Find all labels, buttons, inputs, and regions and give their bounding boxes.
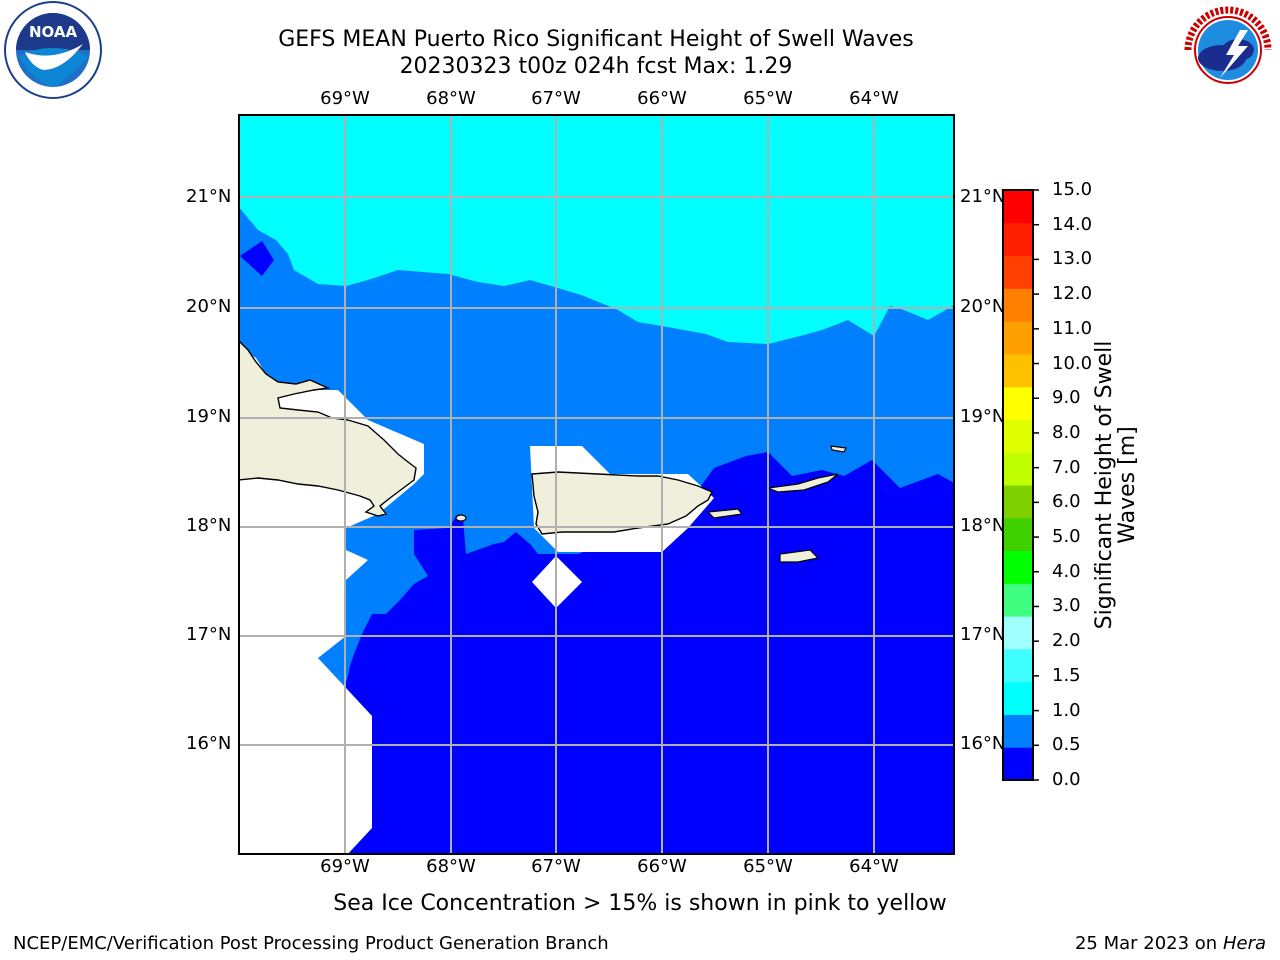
lon-label: 68°W <box>426 88 476 109</box>
colorbar-swatch <box>1003 517 1033 552</box>
host-name: Hera <box>1222 933 1266 954</box>
colorbar-swatch <box>1003 714 1033 748</box>
vieques-island <box>706 508 744 519</box>
lat-label: 18°N <box>186 515 232 536</box>
lat-label: 17°N <box>186 624 232 645</box>
mona-island <box>455 514 467 522</box>
map-title: GEFS MEAN Puerto Rico Significant Height… <box>278 27 914 52</box>
colorbar-swatch <box>1003 419 1033 453</box>
colorbar-tick-label: 6.0 <box>1052 491 1081 513</box>
colorbar-swatch <box>1003 255 1033 289</box>
colorbar-tick-label: 5.0 <box>1052 526 1081 548</box>
lon-label: 64°W <box>849 856 899 877</box>
colorbar-swatch <box>1003 288 1033 322</box>
colorbar-label: Significant Height of Swell Waves [m] <box>1091 340 1140 630</box>
colorbar-tick-label: 14.0 <box>1052 213 1093 235</box>
lat-label: 16°N <box>186 733 232 754</box>
graticule <box>239 115 954 854</box>
virgin-islands <box>765 473 839 493</box>
lon-label: 64°W <box>849 88 899 109</box>
colorbar-tick-label: 2.0 <box>1052 630 1081 652</box>
lat-label: 20°N <box>960 296 1006 317</box>
map-subtitle: 20230323 t00z 024h fcst Max: 1.29 <box>399 54 793 79</box>
lat-label: 20°N <box>186 296 232 317</box>
lon-label: 67°W <box>531 88 581 109</box>
lon-label: 69°W <box>320 88 370 109</box>
lat-label: 18°N <box>960 515 1006 536</box>
colorbar-tick-label: 7.0 <box>1052 456 1081 478</box>
colorbar-swatch <box>1003 386 1033 420</box>
colorbar-swatch <box>1003 681 1033 715</box>
colorbar-tick-label: 3.0 <box>1052 595 1081 617</box>
colorbar-swatch <box>1003 583 1033 617</box>
noaa-logo: NOAA <box>4 1 102 99</box>
map-frame <box>238 114 955 855</box>
sea-ice-footnote: Sea Ice Concentration > 15% is shown in … <box>333 891 947 916</box>
colorbar-tick-label: 8.0 <box>1052 421 1081 443</box>
colorbar-tick-label: 4.0 <box>1052 560 1081 582</box>
swell-0-0.5-cell <box>240 241 274 276</box>
st-croix-island <box>779 549 820 563</box>
colorbar-tick-label: 15.0 <box>1052 179 1093 200</box>
colorbar-tick-label: 0.0 <box>1052 769 1081 790</box>
lon-label: 68°W <box>426 856 476 877</box>
colorbar-tick-label: 1.5 <box>1052 664 1081 686</box>
colorbar-tick-label: 1.0 <box>1052 699 1081 721</box>
lat-label: 19°N <box>186 406 232 427</box>
date-text: 25 Mar 2023 on Hera <box>1075 933 1266 954</box>
lon-label: 66°W <box>637 856 687 877</box>
colorbar-swatch <box>1003 648 1033 683</box>
colorbar-swatch <box>1003 321 1033 355</box>
colorbar-tick-label: 10.0 <box>1052 352 1093 374</box>
lon-label: 66°W <box>637 88 687 109</box>
colorbar-tick-label: 13.0 <box>1052 248 1093 270</box>
lat-label: 19°N <box>960 406 1006 427</box>
noaa-logo-text: NOAA <box>29 23 78 41</box>
colorbar-frame <box>1002 189 1034 781</box>
colorbar-tick-label: 11.0 <box>1052 317 1093 339</box>
map-panel <box>238 114 955 855</box>
colorbar-swatch <box>1003 353 1033 388</box>
colorbar-tick-label: 0.5 <box>1052 734 1081 756</box>
colorbar <box>1002 189 1039 781</box>
lon-label: 67°W <box>531 856 581 877</box>
colorbar-swatch <box>1003 550 1033 584</box>
credit-text: NCEP/EMC/Verification Post Processing Pr… <box>13 933 609 954</box>
colorbar-tick-label: 9.0 <box>1052 387 1081 409</box>
anegada-island <box>830 445 847 453</box>
date-label: 25 Mar 2023 on <box>1074 933 1218 954</box>
lat-label: 17°N <box>960 624 1006 645</box>
lon-label: 69°W <box>320 856 370 877</box>
lat-label: 21°N <box>960 186 1006 207</box>
colorbar-swatch <box>1003 616 1033 650</box>
colorbar-swatch <box>1003 190 1033 224</box>
colorbar-swatch <box>1003 485 1033 519</box>
lat-label: 21°N <box>186 186 232 207</box>
colorbar-swatch <box>1003 747 1033 781</box>
hispaniola-land <box>239 340 417 517</box>
colorbar-swatch <box>1003 452 1033 486</box>
swell-1.0-1.5-region <box>239 115 954 344</box>
colorbar-tick-label: 12.0 <box>1052 283 1093 305</box>
colorbar-swatch <box>1003 222 1033 257</box>
lon-label: 65°W <box>743 856 793 877</box>
lat-label: 16°N <box>960 733 1006 754</box>
nws-logo <box>1180 2 1276 98</box>
lon-label: 65°W <box>743 88 793 109</box>
